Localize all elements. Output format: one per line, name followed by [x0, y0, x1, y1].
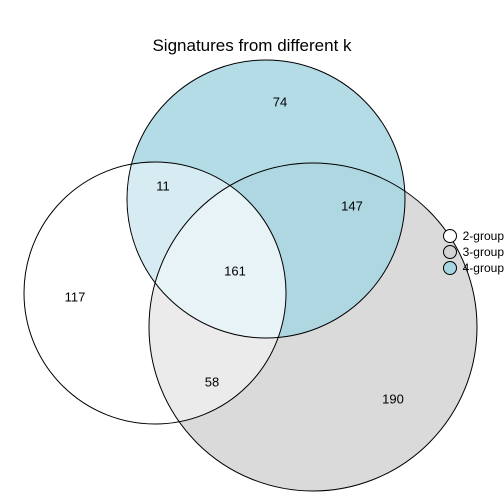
region-int-23: 58 [205, 375, 219, 390]
legend-swatch-2group [443, 229, 457, 243]
legend-label-4group: 4-group [463, 261, 504, 275]
venn-chart: Signatures from different k 117 190 74 1… [0, 0, 504, 504]
legend-swatch-3group [443, 245, 457, 259]
legend-label-2group: 2-group [463, 229, 504, 243]
region-int-24: 11 [156, 179, 170, 194]
legend-item-2group: 2-group [443, 229, 504, 243]
legend: 2-group 3-group 4-group [443, 227, 504, 277]
region-only-3: 190 [382, 392, 404, 407]
region-only-4: 74 [273, 95, 287, 110]
region-int-234: 161 [224, 264, 246, 279]
venn-svg [0, 0, 504, 504]
legend-label-3group: 3-group [463, 245, 504, 259]
legend-item-4group: 4-group [443, 261, 504, 275]
region-only-2: 117 [65, 290, 86, 305]
legend-swatch-4group [443, 261, 457, 275]
region-int-34: 147 [341, 199, 363, 214]
legend-item-3group: 3-group [443, 245, 504, 259]
